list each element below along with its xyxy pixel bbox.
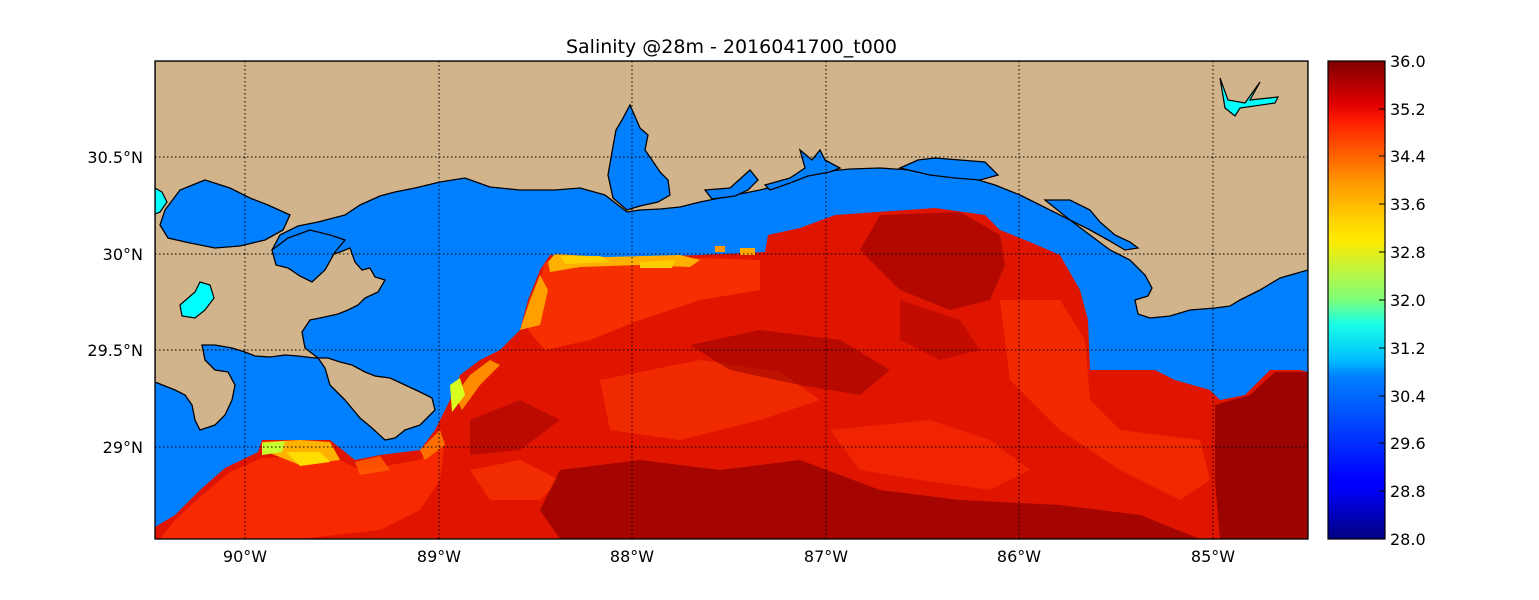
colorbar-tick-label: 28.8	[1390, 482, 1426, 501]
salinity-field	[155, 208, 1308, 539]
lon-label: 89°W	[417, 547, 461, 566]
lon-label: 86°W	[997, 547, 1041, 566]
lat-label: 30°N	[103, 245, 143, 264]
colorbar-tick-label: 29.6	[1390, 434, 1426, 453]
latitude-axis: 30.5°N 30°N 29.5°N 29°N	[87, 148, 143, 457]
map-title: Salinity @28m - 2016041700_t000	[565, 36, 898, 58]
lat-label: 29°N	[103, 438, 143, 457]
colorbar-gradient	[1327, 60, 1386, 540]
lat-label: 30.5°N	[87, 148, 143, 167]
colorbar-tick-label: 32.0	[1390, 291, 1426, 310]
colorbar-tick-label: 31.2	[1390, 339, 1426, 358]
map-frame	[154, 60, 1309, 540]
colorbar-tick-label: 36.0	[1390, 52, 1426, 71]
colorbar-tick-label: 33.6	[1390, 195, 1426, 214]
lon-label: 87°W	[804, 547, 848, 566]
gridlines	[155, 61, 1308, 539]
colorbar: 36.0 35.2 34.4 33.6 32.8 32.0 31.2 30.4 …	[1327, 52, 1426, 549]
colorbar-tick-label: 34.4	[1390, 147, 1426, 166]
lon-label: 90°W	[223, 547, 267, 566]
lat-label: 29.5°N	[87, 341, 143, 360]
colorbar-tick-label: 30.4	[1390, 387, 1426, 406]
colorbar-tick-label: 32.8	[1390, 243, 1426, 262]
longitude-axis: 90°W 89°W 88°W 87°W 86°W 85°W	[223, 547, 1235, 566]
lon-label: 88°W	[610, 547, 654, 566]
colorbar-tick-label: 28.0	[1390, 530, 1426, 549]
lon-label: 85°W	[1191, 547, 1235, 566]
colorbar-tick-label: 35.2	[1390, 100, 1426, 119]
